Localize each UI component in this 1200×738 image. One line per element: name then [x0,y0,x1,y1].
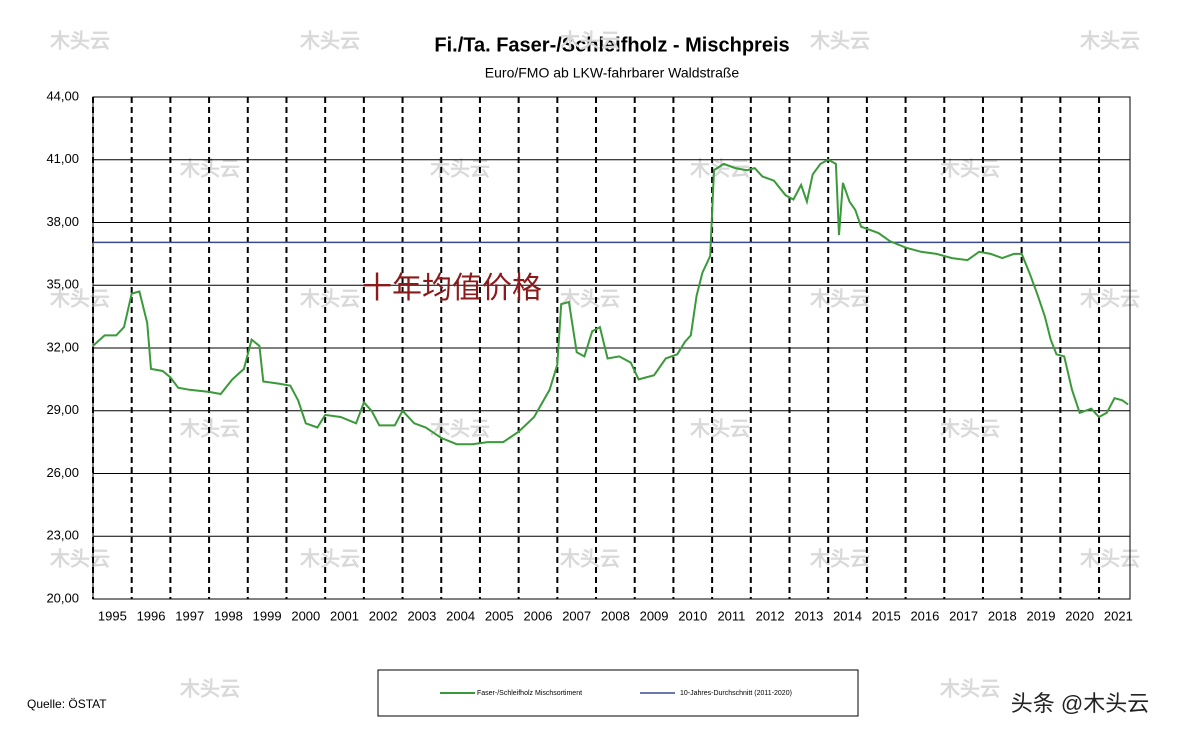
watermark: 木头云 [689,416,750,440]
x-tick-label: 1999 [253,608,282,623]
watermark: 木头云 [299,546,360,570]
x-tick-label: 2008 [601,608,630,623]
watermark: 木头云 [809,546,870,570]
annotation: 十年均值价格 [362,272,542,305]
x-tick-label: 2018 [988,608,1017,623]
x-tick-label: 2003 [407,608,436,623]
series-line [92,158,1129,446]
y-tick-label: 26,00 [46,465,79,480]
watermark: 木头云 [559,286,620,310]
x-tick-label: 1998 [214,608,243,623]
y-tick-label: 35,00 [46,277,79,292]
x-tick-label: 2010 [678,608,707,623]
x-tick-label: 2017 [949,608,978,623]
watermark: 木头云 [939,416,1000,440]
y-tick-label: 38,00 [46,214,79,229]
watermark: 木头云 [559,546,620,570]
x-tick-label: 2009 [640,608,669,623]
x-tick-label: 1996 [137,608,166,623]
x-tick-label: 2016 [910,608,939,623]
watermark: 木头云 [939,156,1000,180]
x-tick-label: 2019 [1027,608,1056,623]
watermark: 木头云 [1079,286,1140,310]
y-tick-label: 44,00 [46,88,79,103]
watermark: 木头云 [1079,546,1140,570]
watermark: 木头云 [939,676,1000,700]
x-tick-label: 2020 [1065,608,1094,623]
legend-label: 10-Jahres-Durchschnitt (2011-2020) [680,690,792,697]
watermark: 木头云 [49,286,110,310]
x-tick-label: 2015 [872,608,901,623]
x-tick-label: 2004 [446,608,475,623]
x-tick-label: 2014 [833,608,862,623]
chart-subtitle: Euro/FMO ab LKW-fahrbarer Waldstraße [485,65,740,81]
watermark: 木头云 [179,676,240,700]
x-tick-label: 2021 [1104,608,1133,623]
watermark: 木头云 [1079,28,1140,52]
source: Quelle: ÖSTAT [27,697,107,711]
watermark: 木头云 [809,28,870,52]
x-tick-label: 2005 [485,608,514,623]
y-tick-label: 20,00 [46,590,79,605]
chart-title: Fi./Ta. Faser-/Schleifholz - Mischpreis [434,34,789,56]
x-tick-label: 2000 [291,608,320,623]
y-tick-label: 41,00 [46,151,79,166]
x-tick-label: 2007 [562,608,591,623]
credit: 头条 @木头云 [1011,691,1149,716]
x-tick-label: 2002 [369,608,398,623]
x-tick-label: 2006 [524,608,553,623]
x-tick-label: 1997 [175,608,204,623]
watermark: 木头云 [809,286,870,310]
y-tick-label: 23,00 [46,528,79,543]
watermark: 木头云 [49,28,110,52]
y-tick-label: 29,00 [46,402,79,417]
watermark: 木头云 [559,28,620,52]
watermark: 木头云 [299,286,360,310]
x-tick-label: 2012 [756,608,785,623]
legend-label: Faser-/Schleifholz Mischsortiment [477,690,582,697]
x-tick-label: 2001 [330,608,359,623]
x-tick-label: 1995 [98,608,127,623]
x-tick-label: 2013 [794,608,823,623]
y-tick-label: 32,00 [46,339,79,354]
watermark: 木头云 [49,546,110,570]
watermark: 木头云 [299,28,360,52]
x-tick-label: 2011 [717,608,745,623]
